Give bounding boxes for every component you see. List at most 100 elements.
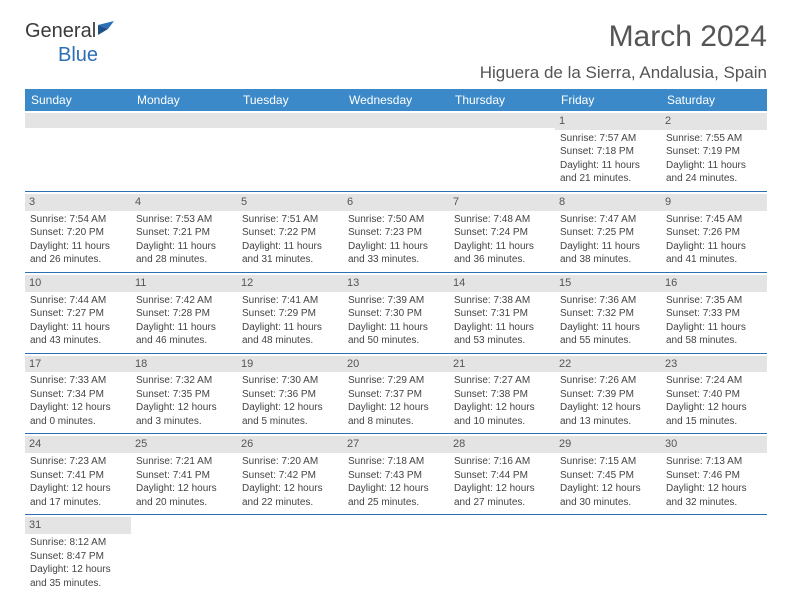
day-number: 28 [449,436,555,453]
day-info-line: Sunrise: 7:57 AM [560,132,656,146]
day-info-line: Sunset: 7:38 PM [454,388,550,402]
day-info-line: Sunrise: 7:21 AM [136,455,232,469]
day-number: 15 [555,275,661,292]
day-info-line: Daylight: 11 hours [348,240,444,254]
calendar-cell: 8Sunrise: 7:47 AMSunset: 7:25 PMDaylight… [555,191,661,272]
day-info-line: and 48 minutes. [242,334,338,348]
day-number: 31 [25,517,131,534]
day-info-line: Sunset: 7:39 PM [560,388,656,402]
day-number: 6 [343,194,449,211]
calendar-cell [343,111,449,191]
day-info-line: and 46 minutes. [136,334,232,348]
day-info-line: Daylight: 11 hours [242,240,338,254]
logo-text-general: General [25,20,96,43]
day-info-line: Daylight: 11 hours [30,321,126,335]
day-info-line: Sunrise: 7:50 AM [348,213,444,227]
day-info-line: Sunset: 7:18 PM [560,145,656,159]
flag-icon [98,20,120,43]
day-number: 14 [449,275,555,292]
day-header: Tuesday [237,89,343,111]
day-info-line: Sunset: 7:23 PM [348,226,444,240]
day-number: 16 [661,275,767,292]
day-info-line: Daylight: 11 hours [136,240,232,254]
day-info-line: Sunset: 7:19 PM [666,145,762,159]
calendar-cell [661,515,767,595]
calendar-cell: 9Sunrise: 7:45 AMSunset: 7:26 PMDaylight… [661,191,767,272]
day-info-line: Daylight: 12 hours [454,401,550,415]
day-number: 2 [661,113,767,130]
day-info-line: and 8 minutes. [348,415,444,429]
day-info-line: Daylight: 11 hours [560,240,656,254]
day-number: 22 [555,356,661,373]
calendar-cell: 21Sunrise: 7:27 AMSunset: 7:38 PMDayligh… [449,353,555,434]
day-number: 11 [131,275,237,292]
day-header: Wednesday [343,89,449,111]
day-header: Thursday [449,89,555,111]
day-info-line: Daylight: 12 hours [136,482,232,496]
day-info-line: Sunrise: 7:18 AM [348,455,444,469]
day-number: 9 [661,194,767,211]
day-info-line: and 55 minutes. [560,334,656,348]
day-info-line: and 58 minutes. [666,334,762,348]
day-info-line: Sunrise: 7:20 AM [242,455,338,469]
day-info-line: Daylight: 11 hours [666,240,762,254]
day-info-line: Sunset: 7:40 PM [666,388,762,402]
day-info-line: and 32 minutes. [666,496,762,510]
day-number: 29 [555,436,661,453]
calendar-cell: 14Sunrise: 7:38 AMSunset: 7:31 PMDayligh… [449,272,555,353]
day-number: 10 [25,275,131,292]
calendar-cell [237,515,343,595]
calendar-cell: 23Sunrise: 7:24 AMSunset: 7:40 PMDayligh… [661,353,767,434]
day-info-line: and 31 minutes. [242,253,338,267]
day-number: 17 [25,356,131,373]
calendar-cell: 24Sunrise: 7:23 AMSunset: 7:41 PMDayligh… [25,434,131,515]
day-info-line: Sunset: 7:41 PM [30,469,126,483]
calendar-cell: 25Sunrise: 7:21 AMSunset: 7:41 PMDayligh… [131,434,237,515]
day-info-line: and 33 minutes. [348,253,444,267]
calendar-cell [25,111,131,191]
day-info-line: Sunset: 7:22 PM [242,226,338,240]
day-info-line: Daylight: 12 hours [560,482,656,496]
day-info-line: Sunset: 7:30 PM [348,307,444,321]
day-info-line: and 13 minutes. [560,415,656,429]
day-info-line: and 27 minutes. [454,496,550,510]
day-info-line: Sunrise: 7:54 AM [30,213,126,227]
day-info-line: Sunset: 7:35 PM [136,388,232,402]
calendar-cell: 1Sunrise: 7:57 AMSunset: 7:18 PMDaylight… [555,111,661,191]
day-info-line: Sunrise: 7:48 AM [454,213,550,227]
day-number: 18 [131,356,237,373]
day-number: 5 [237,194,343,211]
day-header: Sunday [25,89,131,111]
day-info-line: Daylight: 11 hours [454,321,550,335]
day-info-line: Sunset: 7:25 PM [560,226,656,240]
day-info-line: Sunrise: 8:12 AM [30,536,126,550]
day-info-line: Daylight: 11 hours [666,321,762,335]
day-info-line: Daylight: 11 hours [30,240,126,254]
day-info-line: Sunrise: 7:30 AM [242,374,338,388]
day-info-line: Sunrise: 7:13 AM [666,455,762,469]
calendar-cell [237,111,343,191]
day-info-line: Sunset: 7:36 PM [242,388,338,402]
day-info-line: Sunset: 7:32 PM [560,307,656,321]
day-info-line: Daylight: 11 hours [242,321,338,335]
calendar-cell: 7Sunrise: 7:48 AMSunset: 7:24 PMDaylight… [449,191,555,272]
day-info-line: Daylight: 12 hours [454,482,550,496]
day-info-line: Daylight: 11 hours [348,321,444,335]
day-number: 12 [237,275,343,292]
day-info-line: Sunrise: 7:39 AM [348,294,444,308]
day-info-line: Sunset: 7:46 PM [666,469,762,483]
day-info-line: Sunset: 7:27 PM [30,307,126,321]
calendar-table: SundayMondayTuesdayWednesdayThursdayFrid… [25,89,767,595]
day-number: 25 [131,436,237,453]
day-info-line: Sunrise: 7:27 AM [454,374,550,388]
day-header: Monday [131,89,237,111]
day-info-line: Sunset: 7:34 PM [30,388,126,402]
day-number: 8 [555,194,661,211]
day-info-line: and 24 minutes. [666,172,762,186]
day-info-line: Daylight: 12 hours [666,401,762,415]
day-info-line: and 43 minutes. [30,334,126,348]
day-number: 23 [661,356,767,373]
day-info-line: Sunrise: 7:35 AM [666,294,762,308]
calendar-cell: 27Sunrise: 7:18 AMSunset: 7:43 PMDayligh… [343,434,449,515]
day-info-line: and 17 minutes. [30,496,126,510]
